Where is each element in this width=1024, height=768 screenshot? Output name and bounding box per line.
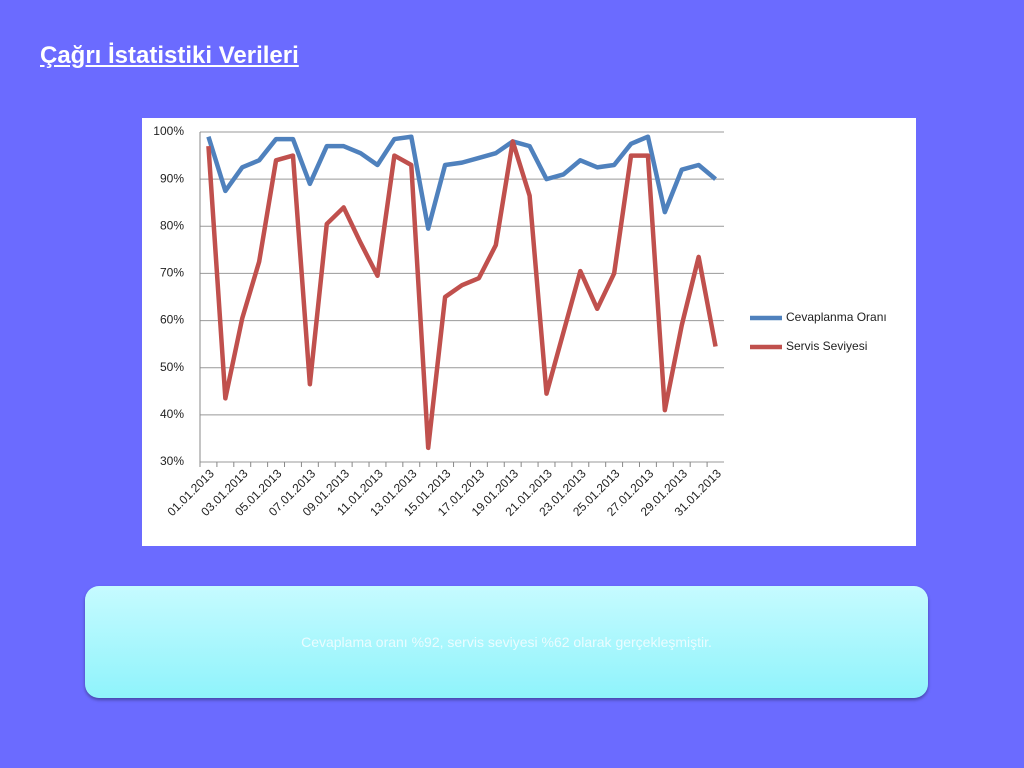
y-tick-label: 30% — [160, 454, 184, 468]
y-tick-label: 80% — [160, 218, 184, 232]
y-tick-label: 40% — [160, 407, 184, 421]
y-tick-label: 100% — [153, 124, 184, 138]
chart: 30%40%50%60%70%80%90%100%01.01.201303.01… — [142, 118, 916, 546]
text-box: Cevaplama oranı %92, servis seviyesi %62… — [85, 586, 928, 698]
series-line — [206, 134, 717, 231]
y-tick-label: 60% — [160, 313, 184, 327]
y-tick-label: 90% — [160, 171, 184, 185]
y-tick-label: 50% — [160, 360, 184, 374]
slide-title: Çağrı İstatistiki Verileri — [40, 42, 299, 69]
y-tick-label: 70% — [160, 266, 184, 280]
legend-label: Cevaplanma Oranı — [786, 310, 887, 324]
series-line — [206, 139, 718, 451]
legend-label: Servis Seviyesi — [786, 339, 867, 353]
